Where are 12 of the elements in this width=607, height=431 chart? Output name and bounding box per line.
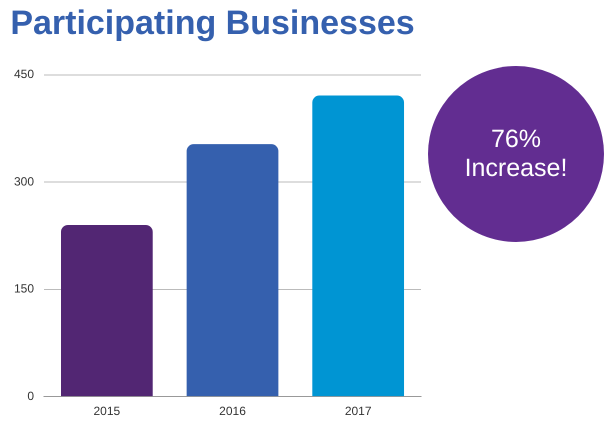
bar xyxy=(60,224,153,396)
x-tick-label: 2015 xyxy=(94,404,121,418)
y-tick-label: 150 xyxy=(14,282,34,296)
y-tick-label: 0 xyxy=(27,388,34,403)
bar xyxy=(312,96,404,396)
y-tick-label: 450 xyxy=(14,67,34,82)
y-tick-label: 300 xyxy=(14,174,34,188)
circle-badge: 76% Increase! xyxy=(428,66,604,242)
x-tick-label: 2016 xyxy=(219,404,246,418)
bar xyxy=(186,144,278,396)
x-tick-label: 2017 xyxy=(344,404,372,418)
chart-title: Participating Businesses xyxy=(10,4,415,42)
